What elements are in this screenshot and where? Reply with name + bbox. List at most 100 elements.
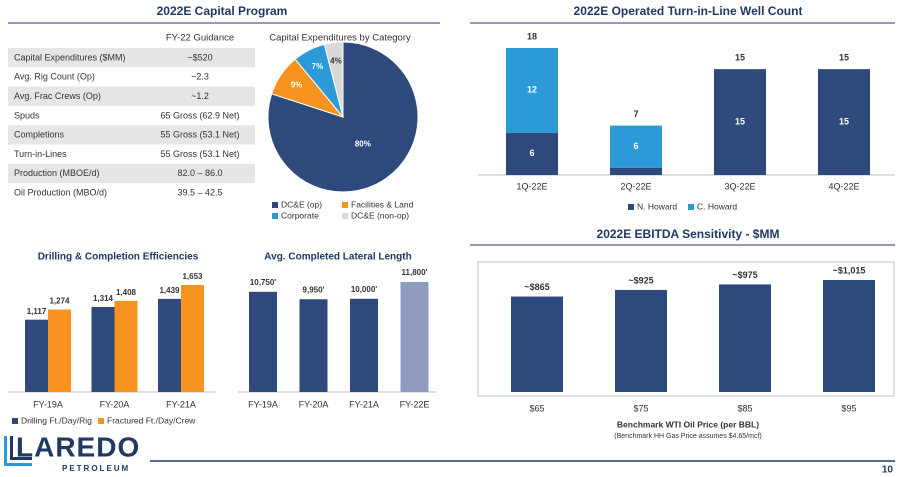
table-row [8, 183, 255, 203]
legend-swatch [98, 418, 104, 424]
bar [25, 319, 48, 392]
table-cell: Avg. Frac Crews (Op) [14, 91, 101, 101]
data-label: ~$1,015 [833, 265, 866, 275]
table-row [8, 163, 255, 184]
bar [350, 298, 378, 392]
table-cell: 55 Gross (53.1 Net) [160, 130, 239, 140]
data-label: 1,314 [93, 294, 114, 303]
data-label: 10,000' [351, 285, 377, 294]
bar [114, 300, 138, 392]
page-number: 10 [882, 465, 894, 476]
logo-name: LAREDO [16, 431, 140, 462]
bar [158, 298, 181, 392]
x-tick-label: 3Q-22E [724, 181, 755, 191]
logo: LAREDO PETROLEUM [4, 431, 140, 473]
bar [249, 291, 277, 392]
x-tick-label: 2Q-22E [620, 181, 651, 191]
legend-label: Facilities & Land [351, 199, 414, 209]
legend-label: C. Howard [697, 201, 737, 211]
chart-title: 2022E Operated Turn-in-Line Well Count [574, 4, 803, 18]
data-label: 9% [291, 80, 303, 89]
data-label: ~$975 [732, 270, 757, 280]
data-label: 1,439 [159, 286, 180, 295]
table-cell: 82.0 – 86.0 [177, 168, 222, 178]
bar-segment [714, 69, 766, 175]
note: (Benchmark HH Gas Price assumes $4.65/mc… [614, 433, 761, 440]
x-tick-label: FY-20A [100, 399, 130, 409]
bar-segment [506, 48, 558, 133]
logo-mark [4, 463, 32, 466]
bar-segment [818, 69, 870, 175]
bar [823, 280, 875, 392]
logo-mark [10, 436, 13, 460]
x-tick-label: FY-19A [248, 399, 278, 409]
table-header: FY-22 Guidance [166, 33, 234, 44]
legend-label: DC&E (non-op) [351, 210, 409, 220]
table-row [8, 105, 255, 126]
bar-segment [506, 132, 558, 175]
table-cell: Production (MBOE/d) [14, 168, 100, 178]
x-tick-label: 4Q-22E [828, 181, 859, 191]
data-label: 10,750' [250, 278, 276, 287]
data-label: 6 [529, 148, 534, 158]
total-label: 18 [527, 31, 537, 41]
table-cell: Turn-in-Lines [14, 149, 67, 159]
data-label: 15 [735, 116, 745, 126]
table-cell: ~2.3 [191, 72, 209, 82]
chart-title: Drilling & Completion Efficiencies [38, 252, 199, 263]
bar [181, 285, 204, 392]
legend-swatch [342, 202, 348, 208]
table-cell: Completions [14, 130, 65, 140]
table-cell: ~$520 [187, 52, 212, 62]
bar [400, 282, 429, 392]
bar [615, 289, 667, 392]
bar [299, 299, 328, 392]
legend-swatch [272, 213, 278, 219]
chart-title: Avg. Completed Lateral Length [264, 252, 411, 263]
table-cell: ~1.2 [191, 91, 209, 101]
table-cell: 55 Gross (53.1 Net) [160, 149, 239, 159]
x-tick-label: FY-21A [349, 399, 379, 409]
chart-frame [477, 261, 895, 397]
table-cell: Spuds [14, 110, 40, 120]
logo-subtitle: PETROLEUM [62, 464, 130, 473]
bar [719, 284, 771, 392]
total-label: 15 [839, 53, 849, 63]
table-cell: 65 Gross (62.9 Net) [160, 110, 239, 120]
total-label: 7 [633, 109, 638, 119]
chart-title: Capital Expenditures by Category [269, 33, 411, 44]
x-tick-label: FY-20A [299, 399, 329, 409]
x-tick-label: $85 [737, 403, 752, 413]
chart-title: 2022E EBITDA Sensitivity - $MM [597, 227, 780, 241]
x-tick-label: FY-22E [400, 399, 430, 409]
pie-slice [323, 41, 344, 118]
legend-label: N. Howard [637, 201, 677, 211]
bar-segment [610, 125, 662, 168]
legend-swatch [272, 202, 278, 208]
legend-label: DC&E (op) [281, 199, 322, 209]
table-cell: 39.5 – 42.5 [177, 187, 222, 197]
data-label: ~$925 [628, 275, 653, 285]
logo-mark [4, 436, 7, 466]
legend-label: Fractured Ft./Day/Crew [107, 415, 196, 425]
x-tick-label: $65 [529, 403, 544, 413]
data-label: 4% [330, 56, 342, 65]
x-tick-label: FY-21A [166, 399, 196, 409]
data-label: 1,408 [116, 288, 137, 297]
legend-swatch [628, 204, 634, 210]
table-row [8, 67, 255, 87]
data-label: 1,117 [27, 307, 47, 316]
x-tick-label: FY-19A [33, 399, 63, 409]
legend-swatch [688, 204, 694, 210]
x-axis-title: Benchmark WTI Oil Price (per BBL) [617, 419, 759, 429]
table-cell: Capital Expenditures ($MM) [14, 52, 126, 62]
table-row [8, 48, 255, 68]
data-label: 12 [527, 85, 537, 95]
data-label: 1,274 [49, 297, 70, 306]
table-row [8, 144, 255, 164]
table-cell: Oil Production (MBO/d) [14, 187, 107, 197]
x-tick-label: $95 [841, 403, 856, 413]
data-label: ~$865 [524, 282, 549, 292]
section-title: 2022E Capital Program [157, 4, 288, 18]
legend-swatch [342, 213, 348, 219]
